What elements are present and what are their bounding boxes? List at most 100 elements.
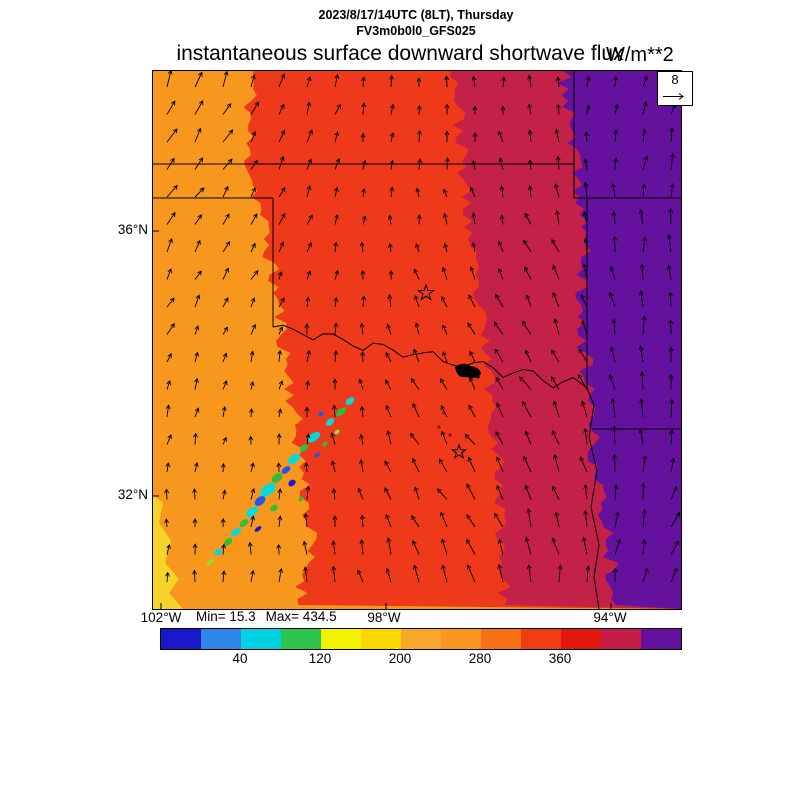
wind-arrow [220, 517, 226, 528]
wind-arrow [164, 518, 169, 528]
wind-arrow [440, 538, 448, 555]
wind-arrow [552, 264, 560, 280]
wind-arrow [436, 488, 448, 500]
wind-arrow [467, 322, 476, 335]
cloud-spot [345, 397, 355, 405]
wind-arrow [552, 292, 560, 308]
wind-arrow [389, 159, 395, 170]
wind-arrow [166, 268, 173, 280]
lake [455, 363, 481, 378]
lat-tick-36n: 36°N [117, 222, 148, 237]
wind-arrow [165, 571, 170, 583]
wind-arrow [278, 73, 286, 88]
wind-arrow [250, 462, 255, 473]
wind-arrow [387, 214, 393, 225]
wind-arrow [166, 434, 172, 445]
wind-arrow [444, 130, 450, 143]
wind-arrow [554, 128, 560, 143]
colorbar-segment [601, 629, 641, 649]
wind-arrow [414, 322, 420, 335]
wind-arrow [668, 319, 674, 335]
cloud-spot [206, 559, 214, 565]
wind-arrow [613, 129, 619, 143]
wind-arrow [360, 269, 366, 280]
wind-arrow [385, 351, 392, 363]
wind-arrow [277, 271, 283, 280]
wind-arrow [440, 511, 448, 528]
wind-arrow [497, 538, 504, 555]
wind-arrow [524, 484, 532, 500]
cloud-spot [239, 519, 249, 527]
cloud-spot [287, 453, 301, 465]
wind-arrow [276, 462, 282, 473]
wind-arrow [613, 75, 619, 88]
wind-arrow [497, 563, 504, 583]
reference-vector-value: 8 [671, 72, 679, 87]
wind-arrow [194, 127, 202, 143]
wind-arrow [194, 187, 205, 198]
lat-tick-32n: 32°N [117, 487, 148, 502]
wind-arrow [249, 380, 255, 390]
wind-arrow [333, 241, 339, 253]
wind-arrow [250, 488, 256, 500]
wind-arrow [357, 569, 364, 583]
cloud-spot [254, 526, 262, 532]
wind-arrow [306, 101, 312, 115]
wind-arrow [221, 406, 227, 418]
wind-arrow [585, 104, 591, 115]
wind-arrow [416, 214, 422, 225]
wind-arrow [361, 159, 367, 170]
wind-arrow [411, 515, 420, 528]
low-flux-speck [437, 425, 441, 429]
wind-arrow [166, 128, 178, 143]
lon-tick-94w: 94°W [593, 610, 627, 625]
wind-arrow [305, 296, 311, 308]
wind-arrow [359, 458, 364, 473]
wind-arrow [385, 379, 392, 390]
wind-arrow [466, 538, 476, 555]
wind-arrow [357, 487, 364, 500]
wind-arrow [611, 425, 617, 445]
wind-arrow [248, 435, 254, 445]
wind-arrow [415, 243, 420, 253]
wind-arrow [555, 155, 561, 170]
wind-arrow [302, 540, 308, 555]
wind-arrow [359, 538, 365, 555]
wind-arrow [222, 326, 228, 335]
wind-arrow [641, 315, 647, 335]
wind-arrow [250, 323, 257, 335]
wind-arrow [497, 240, 504, 253]
wind-arrow [612, 567, 618, 583]
wind-arrow [306, 158, 313, 170]
wind-arrow [638, 428, 644, 445]
wind-arrow [668, 373, 674, 390]
wind-arrow [413, 268, 420, 280]
wind-arrow [192, 488, 197, 500]
wind-arrow [668, 346, 674, 363]
wind-arrow [331, 404, 337, 418]
cloud-spot [325, 418, 335, 426]
wind-arrow [464, 433, 476, 445]
wind-arrow [361, 76, 366, 88]
wind-arrow [609, 346, 616, 363]
wind-arrow [334, 269, 339, 280]
wind-arrow [222, 241, 231, 253]
colorbar-segment [401, 629, 441, 649]
cloud-spot [322, 441, 328, 447]
wind-arrow [330, 432, 336, 445]
wind-arrow [612, 235, 618, 253]
wind-arrow [554, 511, 560, 528]
wind-arrow [250, 515, 256, 528]
wind-arrow [360, 132, 366, 142]
wind-arrow [612, 454, 617, 473]
wind-arrow [472, 132, 478, 143]
colorbar-segment [561, 629, 601, 649]
wind-arrow [331, 565, 337, 583]
wind-arrow [221, 543, 227, 555]
wind-arrow [278, 380, 284, 390]
wind-arrow [441, 564, 448, 583]
wind-arrow [555, 103, 561, 115]
wind-arrow [220, 462, 226, 473]
wind-arrow [166, 543, 171, 555]
wind-arrow [641, 128, 647, 143]
